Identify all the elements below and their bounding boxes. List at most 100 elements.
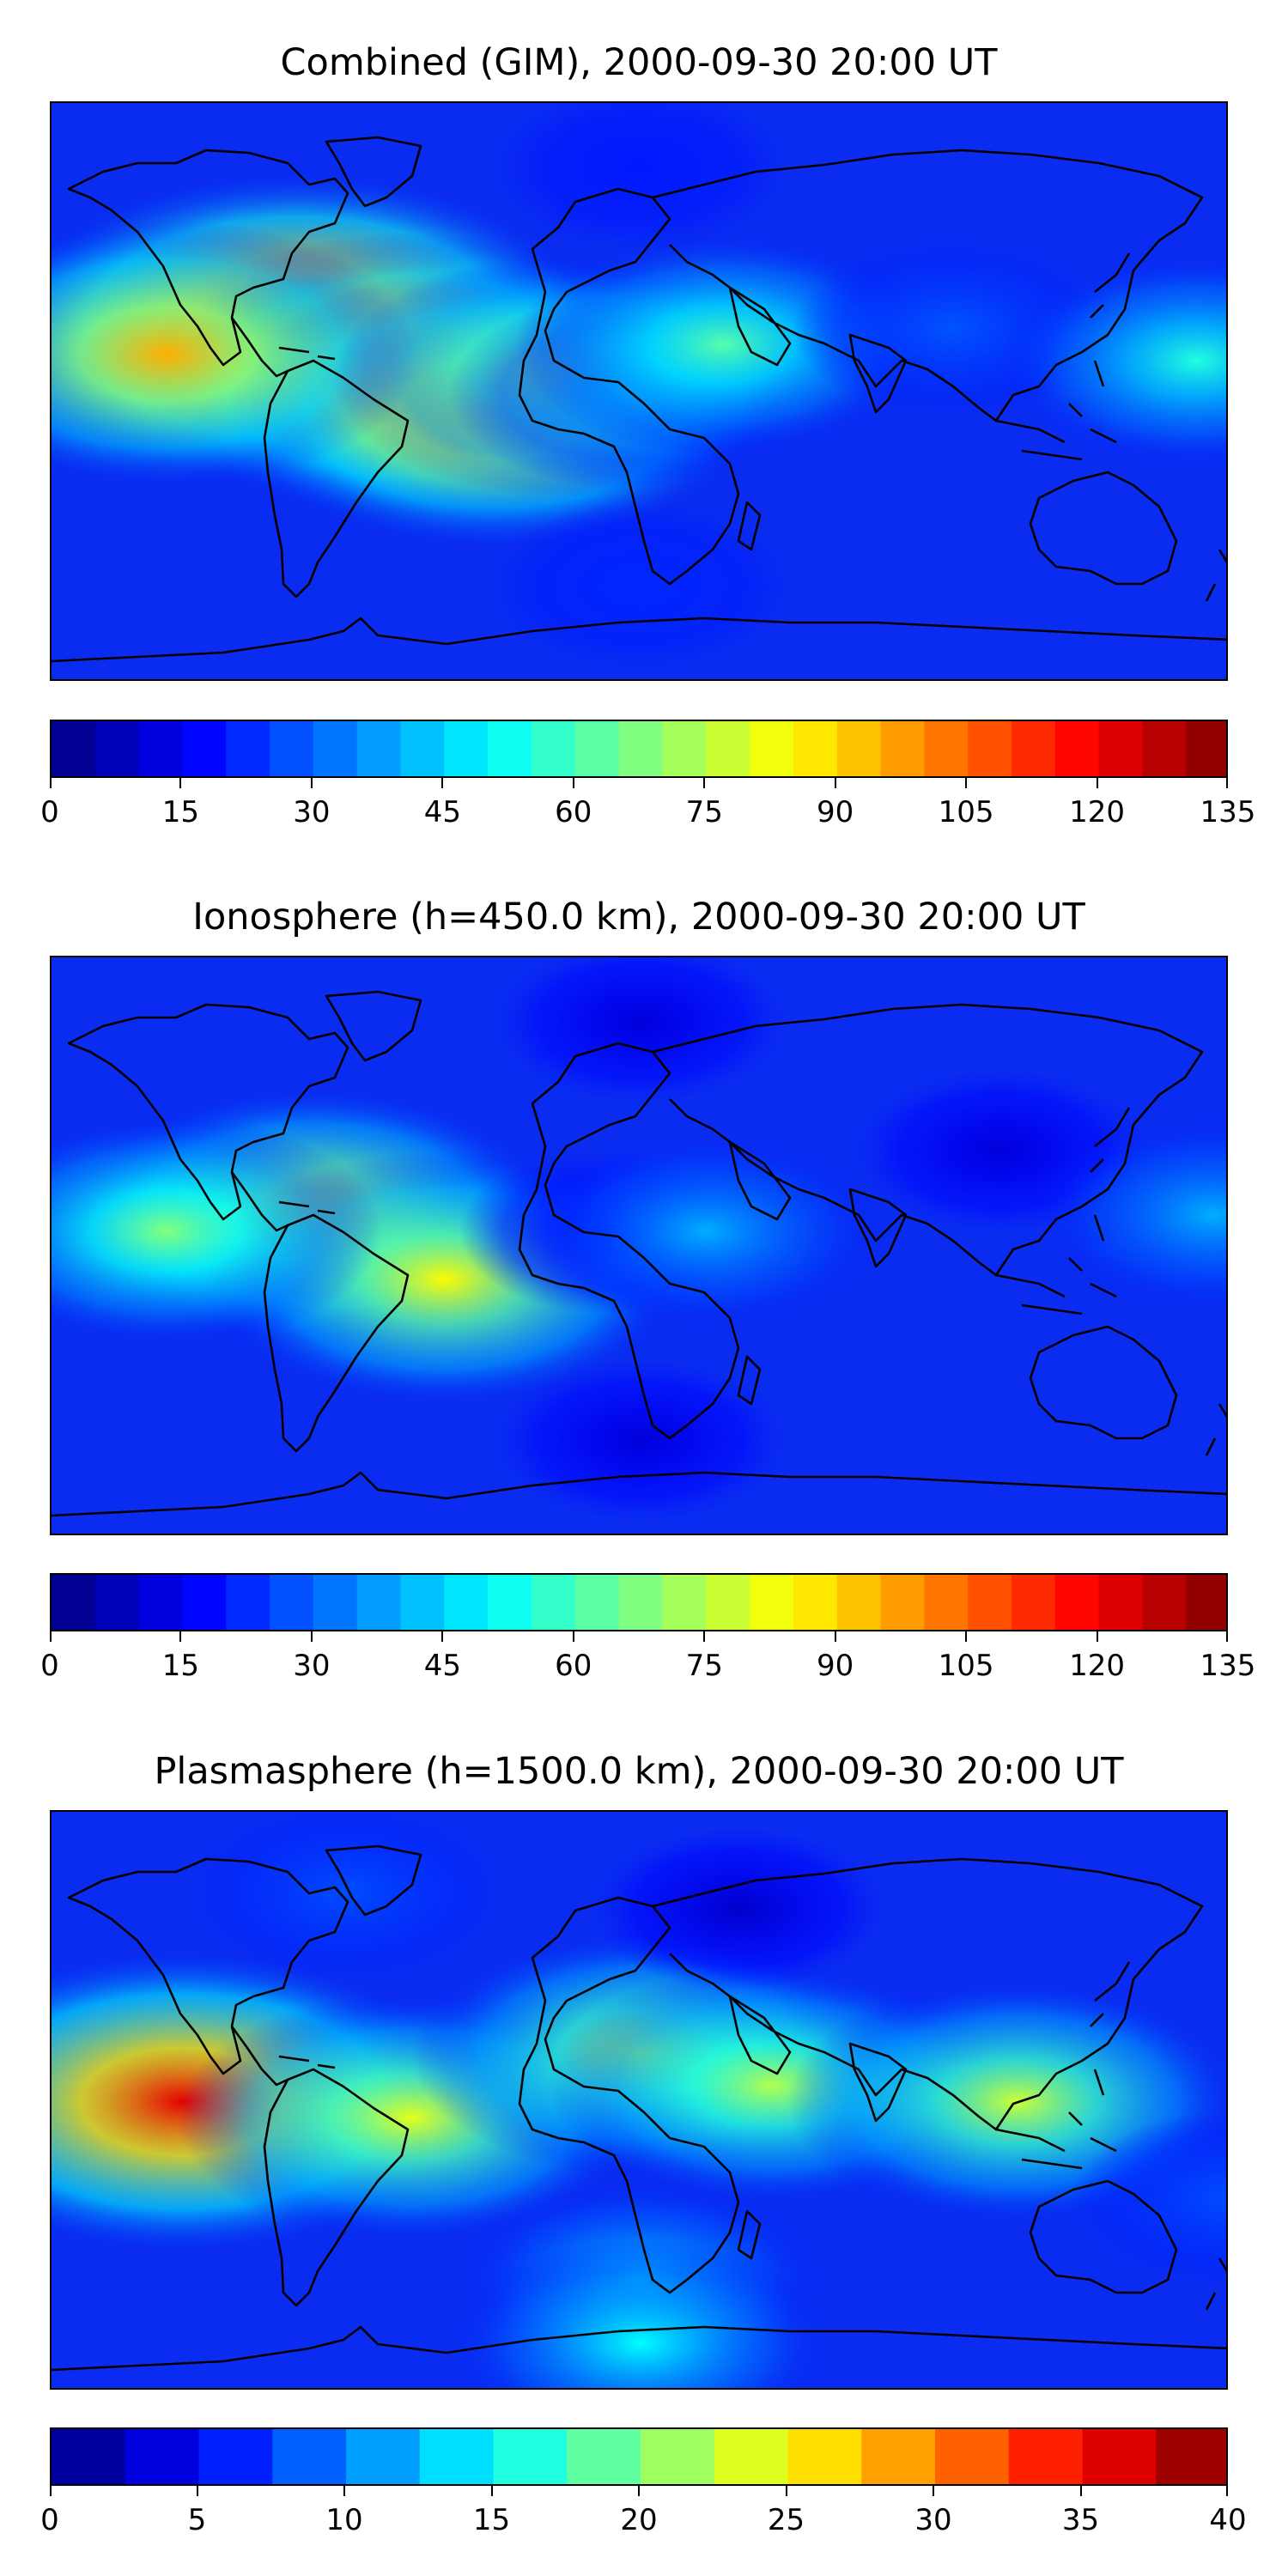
colorbar-segment — [400, 721, 445, 776]
colorbar-segment — [313, 721, 358, 776]
colorbar-tick — [965, 778, 968, 788]
colorbar-segment — [1054, 1575, 1100, 1630]
colorbar-segment — [272, 2429, 347, 2484]
colorbar-segment — [138, 721, 184, 776]
colorbar-segment — [52, 721, 96, 776]
colorbar-tick — [179, 1631, 182, 1642]
colorbar-segment — [419, 2429, 495, 2484]
colorbar-segment — [1011, 721, 1056, 776]
panel-3-map-svg — [52, 1812, 1226, 2388]
colorbar-tick — [441, 778, 444, 788]
field-blobs — [52, 103, 1226, 671]
colorbar-tick-label: 30 — [914, 2503, 952, 2537]
colorbar-tick — [834, 778, 836, 788]
colorbar-segment — [1142, 1575, 1187, 1630]
colorbar-segment — [968, 1575, 1012, 1630]
colorbar-segment — [924, 1575, 969, 1630]
colorbar-segment — [1186, 721, 1226, 776]
colorbar-tick-label: 40 — [1209, 2503, 1247, 2537]
colorbar-segment — [1186, 1575, 1226, 1630]
colorbar-tick — [933, 2486, 934, 2496]
colorbar-tick — [196, 2486, 198, 2496]
colorbar-tick-label: 0 — [40, 2503, 59, 2537]
colorbar-svg — [52, 2429, 1226, 2484]
colorbar-tick-label: 25 — [767, 2503, 805, 2537]
colorbar-tick-label: 0 — [40, 1649, 59, 1683]
field-blob — [1072, 2111, 1226, 2286]
colorbar-segment — [618, 721, 664, 776]
panel-2-map-svg — [52, 957, 1226, 1534]
colorbar-segment — [444, 721, 489, 776]
colorbar-segment — [706, 721, 750, 776]
panel-2-colorbar — [50, 1573, 1228, 1631]
colorbar-tick — [965, 1631, 968, 1642]
colorbar-segment — [356, 1575, 402, 1630]
colorbar-segment — [793, 1575, 838, 1630]
colorbar-segment — [662, 721, 707, 776]
colorbar-tick-label: 5 — [187, 2503, 207, 2537]
panel-1-map-svg — [52, 103, 1226, 679]
colorbar-svg — [52, 721, 1226, 776]
colorbar-segment — [400, 1575, 445, 1630]
colorbar-tick — [703, 1631, 706, 1642]
colorbar-segment — [641, 2429, 715, 2484]
panel-3-colorbar — [50, 2427, 1228, 2486]
colorbar-tick-label: 30 — [293, 795, 331, 829]
colorbar-segment — [1054, 721, 1100, 776]
colorbar-tick — [50, 1631, 52, 1642]
colorbar-segment — [714, 2429, 789, 2484]
panel-1-title: Combined (GIM), 2000-09-30 20:00 UT — [280, 41, 998, 84]
colorbar-segment — [52, 2429, 126, 2484]
panel-2-colorbar-ticks: 0 15 30 45 60 75 90 105 120 135 — [40, 1631, 1255, 1683]
colorbar-tick-label: 35 — [1061, 2503, 1100, 2537]
colorbar-tick — [1096, 1631, 1098, 1642]
colorbar-segment — [94, 1575, 140, 1630]
colorbar-tick-label: 75 — [685, 795, 723, 829]
colorbar-segment — [662, 1575, 707, 1630]
colorbar-tick-label: 15 — [472, 2503, 511, 2537]
colorbar-segment — [1011, 1575, 1056, 1630]
colorbar-segment — [1098, 1575, 1143, 1630]
colorbar-tick — [310, 778, 313, 788]
colorbar-segment — [968, 721, 1012, 776]
field-blob — [52, 1115, 382, 1348]
colorbar-tick-label: 45 — [423, 795, 461, 829]
colorbar-segment — [346, 2429, 421, 2484]
colorbar-segment — [125, 2429, 200, 2484]
colorbar-segment — [226, 1575, 270, 1630]
colorbar-segment — [270, 721, 314, 776]
field-blob — [999, 253, 1226, 468]
colorbar-segment — [52, 1575, 96, 1630]
panel-3-map — [50, 1810, 1228, 2390]
colorbar-segment — [880, 1575, 925, 1630]
colorbar-segment — [488, 1575, 532, 1630]
colorbar-tick — [343, 2486, 345, 2496]
colorbar-tick-label: 120 — [1069, 795, 1125, 829]
colorbar-tick — [1226, 778, 1228, 788]
colorbar-tick-label: 60 — [555, 795, 592, 829]
colorbar-tick-label: 15 — [161, 795, 200, 829]
colorbar-segment — [313, 1575, 358, 1630]
panel-1-colorbar — [50, 720, 1228, 778]
colorbar-segment — [574, 721, 620, 776]
colorbar-segment — [138, 1575, 184, 1630]
panel-2-title: Ionosphere (h=450.0 km), 2000-09-30 20:0… — [192, 896, 1085, 939]
colorbar-tick — [1226, 2486, 1228, 2496]
colorbar-tick-label: 10 — [325, 2503, 363, 2537]
colorbar-segment — [226, 721, 270, 776]
colorbar-tick — [834, 1631, 836, 1642]
colorbar-segment — [924, 721, 969, 776]
colorbar-segment — [531, 721, 576, 776]
field-blob — [188, 1812, 504, 1980]
colorbar-tick — [310, 1631, 313, 1642]
colorbar-segment — [793, 721, 838, 776]
colorbar-tick — [1226, 1631, 1228, 1642]
colorbar-tick — [572, 778, 574, 788]
colorbar-tick-label: 90 — [817, 1649, 854, 1683]
colorbar-tick — [50, 778, 52, 788]
colorbar-tick-label: 105 — [938, 1649, 994, 1683]
colorbar-segment — [531, 1575, 576, 1630]
colorbar-tick — [638, 2486, 640, 2496]
colorbar-tick-label: 20 — [620, 2503, 658, 2537]
colorbar-tick — [50, 2486, 52, 2496]
